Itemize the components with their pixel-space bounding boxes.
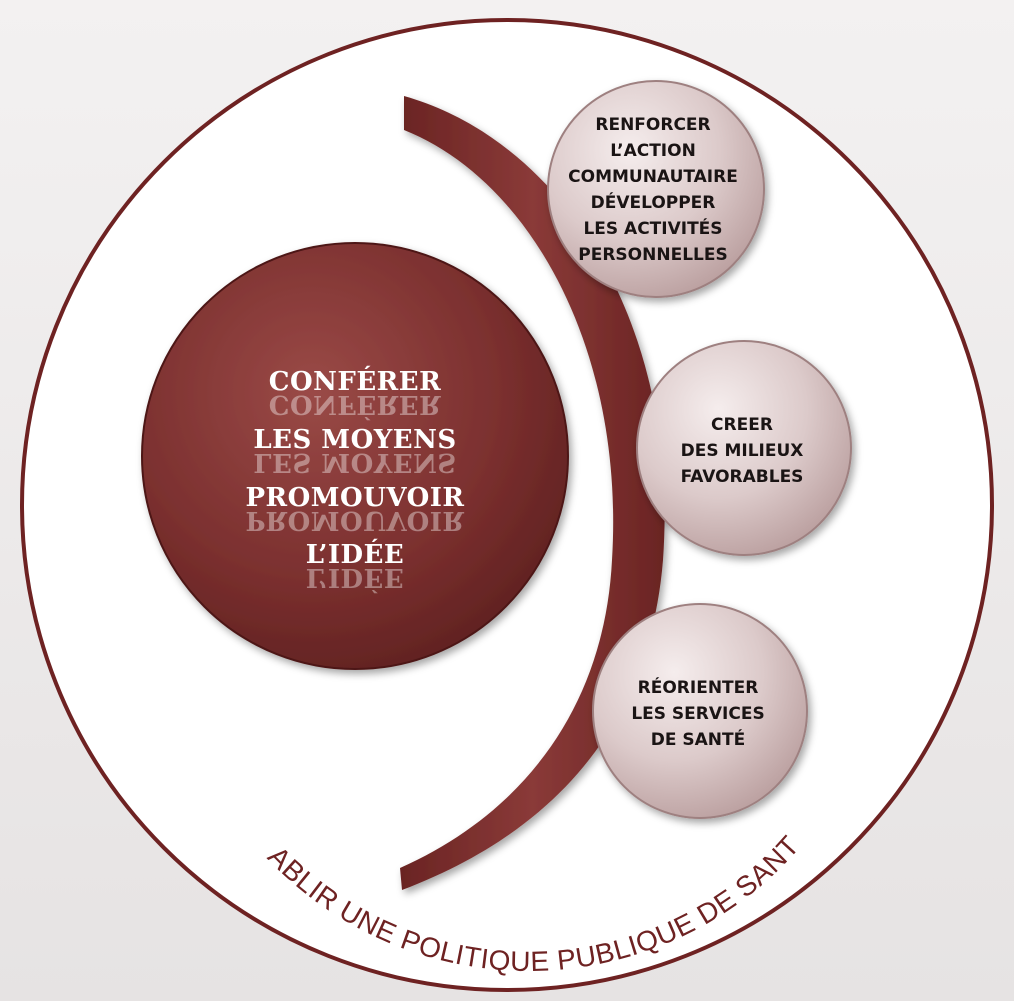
bubble-reorienter-line-1: RÉORIENTER [638,676,759,698]
bubble-reorienter-line-2: LES SERVICES [631,704,764,724]
bubble-renforcer: RENFORCER L’ACTION COMMUNAUTAIRE DÉVELOP… [548,81,764,297]
center-line-idee-reflection: L’IDÉE [306,562,404,594]
bubble-creer-line-1: CREER [711,415,773,435]
center-circle-group: CONFÉRER CONFÉRER LES MOYENS LES MOYENS … [142,243,568,669]
bubble-renforcer-line-4: DÉVELOPPER [591,191,716,213]
bubble-creer-line-2: DES MILIEUX [681,441,804,461]
bubble-renforcer-line-3: COMMUNAUTAIRE [568,167,738,187]
bubble-renforcer-line-6: PERSONNELLES [578,245,727,265]
bubble-renforcer-line-5: LES ACTIVITÉS [583,217,722,239]
bubble-creer-line-3: FAVORABLES [681,467,804,487]
bubble-renforcer-line-1: RENFORCER [595,115,710,135]
bubble-creer: CREER DES MILIEUX FAVORABLES [637,341,851,555]
bubble-reorienter-line-3: DE SANTÉ [651,728,745,750]
bubble-renforcer-line-2: L’ACTION [610,141,696,161]
bubble-reorienter: RÉORIENTER LES SERVICES DE SANTÉ [593,604,807,818]
center-line-conferer-reflection: CONFÉRER [269,389,441,421]
center-line-promouvoir-reflection: PROMOUVOIR [245,505,464,535]
center-line-les-moyens-reflection: LES MOYENS [253,447,456,477]
